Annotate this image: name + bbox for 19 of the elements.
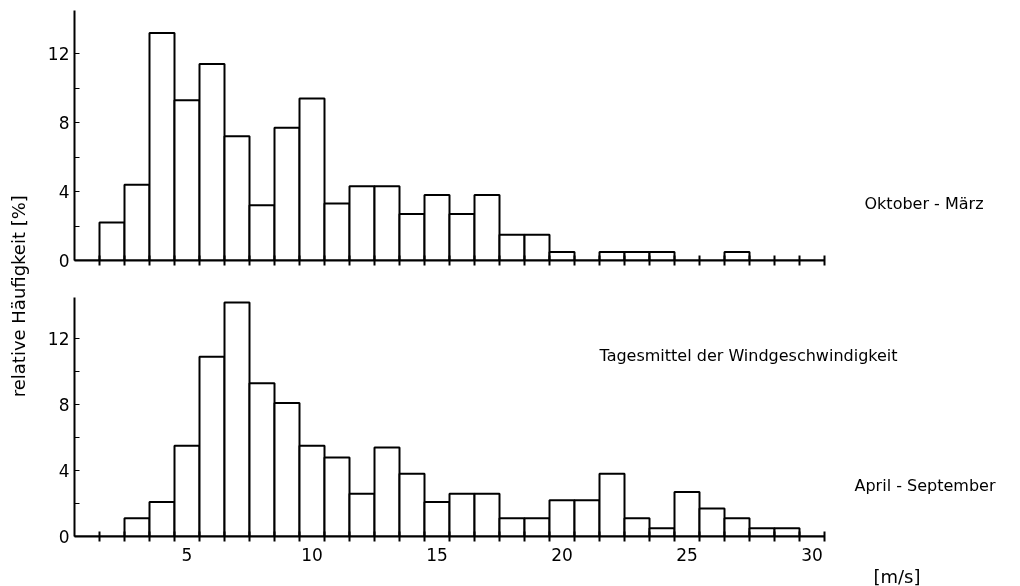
y-axis-title: relative Häufigkeit [%] <box>8 195 29 398</box>
y-tick-label: 12 <box>47 329 70 350</box>
y-tick-label: 0 <box>58 527 70 547</box>
x-tick-label: 10 <box>301 544 323 565</box>
x-tick-label: 20 <box>551 544 573 565</box>
x-tick-label: 5 <box>181 544 193 565</box>
y-tick-label: 4 <box>58 182 70 203</box>
y-tick-label: 4 <box>58 461 70 482</box>
text: Oktober - März <box>864 194 984 214</box>
x-tick-label: 30 <box>801 544 823 565</box>
x-tick-label: 15 <box>426 544 448 565</box>
y-tick-label: 0 <box>58 251 70 271</box>
annotation: Tagesmittel der Windgeschwindigkeit <box>598 345 898 365</box>
x-axis-title: [m/s] <box>873 565 921 586</box>
x-tick-label: 25 <box>676 544 698 565</box>
y-tick-label: 12 <box>47 44 70 65</box>
y-tick-label: 8 <box>58 113 70 134</box>
text: April - September <box>854 475 996 495</box>
y-tick-label: 8 <box>58 395 70 416</box>
